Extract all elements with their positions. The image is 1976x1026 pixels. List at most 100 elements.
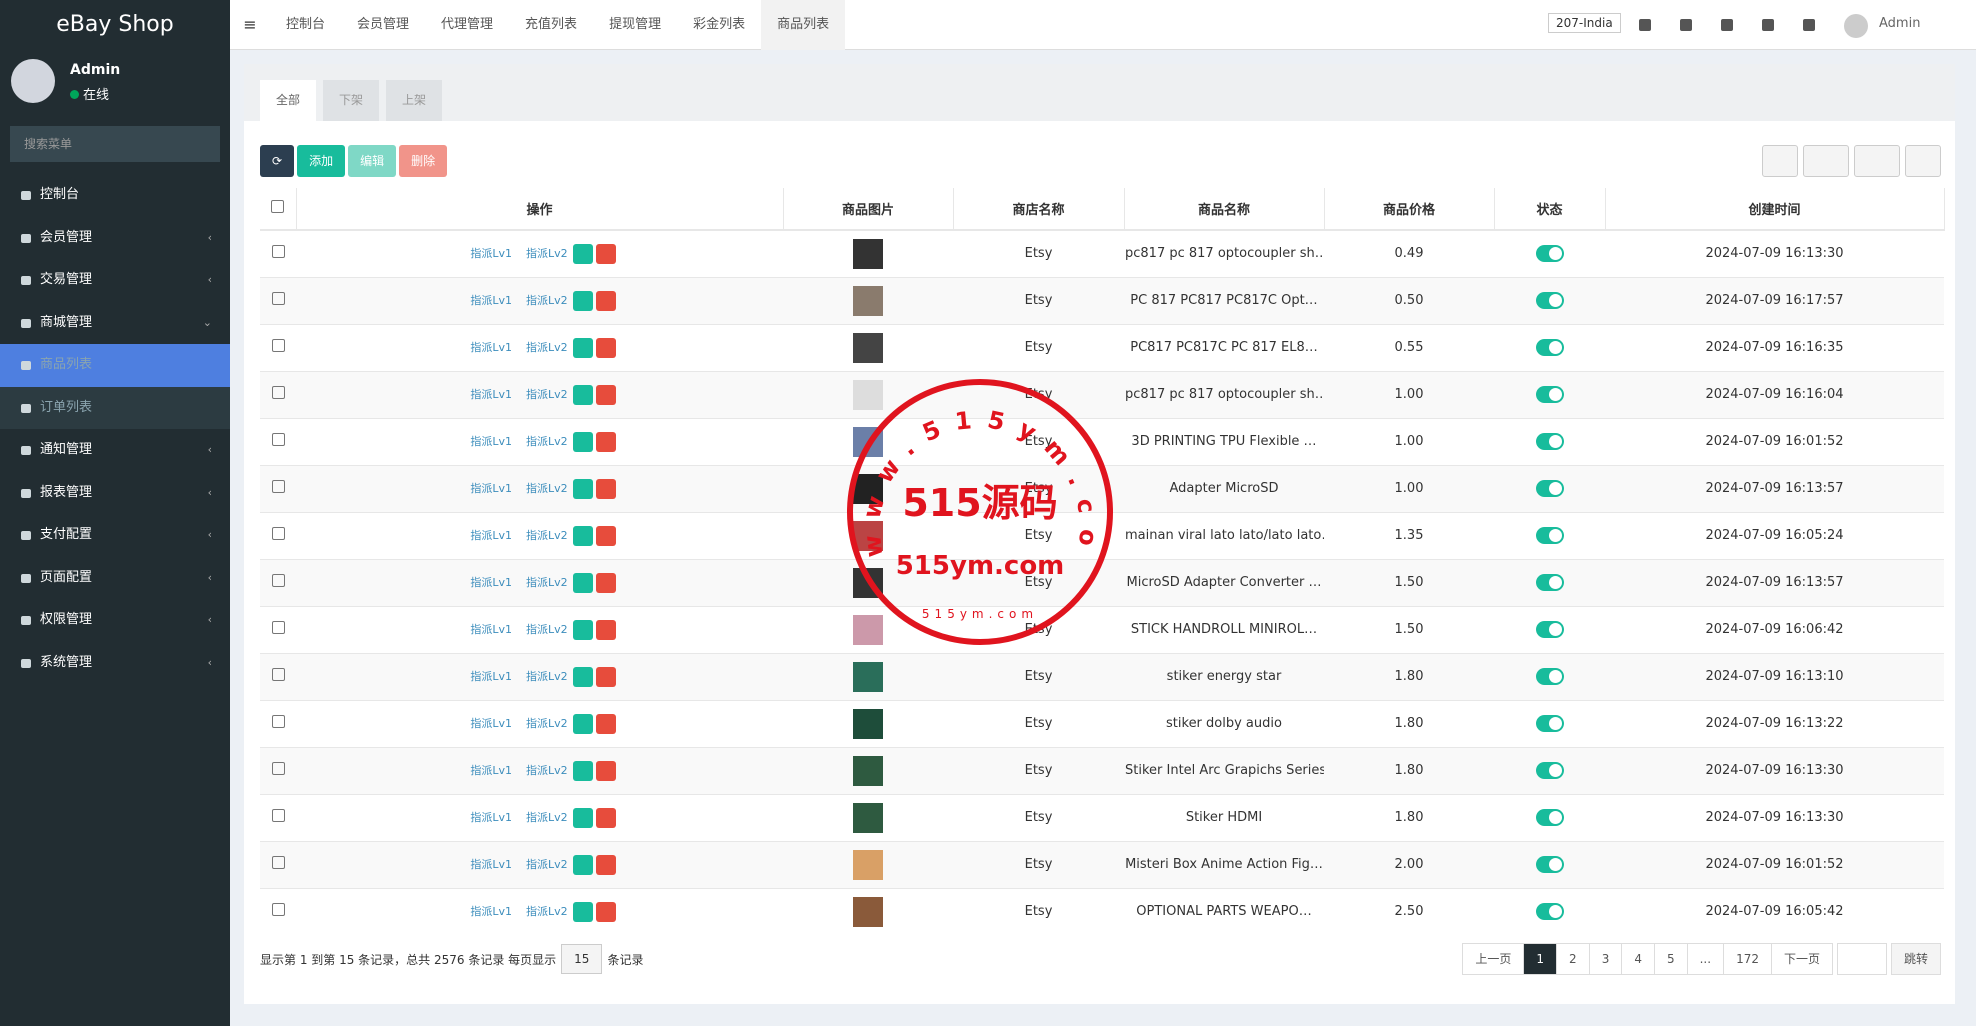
- tab[interactable]: 提现管理: [609, 16, 662, 32]
- icon[interactable]: [1803, 19, 1815, 31]
- icon[interactable]: [1721, 19, 1733, 31]
- delete-button[interactable]: [595, 807, 616, 828]
- action-link[interactable]: 指派Lv1: [470, 858, 512, 871]
- action-link[interactable]: 指派Lv2: [526, 811, 568, 824]
- action-link[interactable]: 指派Lv2: [526, 341, 568, 354]
- action-link[interactable]: 指派Lv2: [526, 529, 568, 542]
- status-switch[interactable]: [1535, 903, 1564, 921]
- action-link[interactable]: 指派Lv1: [470, 388, 512, 401]
- menu-item[interactable]: 商城管理 ⌄: [0, 302, 230, 345]
- search-input[interactable]: 搜索菜单: [10, 126, 220, 162]
- status-switch[interactable]: [1535, 292, 1564, 309]
- row-checkbox[interactable]: [271, 715, 285, 728]
- menu-item[interactable]: 控制台: [0, 174, 230, 217]
- action-link[interactable]: 指派Lv1: [470, 717, 512, 730]
- row-checkbox[interactable]: [271, 668, 285, 681]
- icon[interactable]: [1639, 19, 1651, 31]
- action-link[interactable]: 指派Lv1: [470, 623, 512, 636]
- row-checkbox[interactable]: [271, 292, 285, 305]
- action-link[interactable]: 指派Lv1: [470, 764, 512, 777]
- row-checkbox[interactable]: [271, 245, 285, 259]
- edit-button[interactable]: [572, 666, 593, 687]
- action-link[interactable]: 指派Lv1: [470, 670, 512, 683]
- status-switch[interactable]: [1535, 245, 1564, 263]
- action-link[interactable]: 指派Lv1: [470, 341, 512, 354]
- row-checkbox[interactable]: [271, 480, 285, 493]
- delete-button[interactable]: [595, 666, 616, 687]
- edit-button[interactable]: [572, 290, 593, 311]
- page-size[interactable]: 15: [561, 944, 603, 974]
- action-link[interactable]: 指派Lv2: [526, 905, 568, 919]
- menu-item[interactable]: 商品列表: [0, 344, 230, 387]
- delete-button[interactable]: [595, 572, 616, 593]
- subtab[interactable]: 全部: [260, 80, 316, 121]
- tool[interactable]: [1905, 145, 1941, 177]
- tab[interactable]: 商品列表: [761, 0, 846, 50]
- edit-button[interactable]: [572, 384, 593, 405]
- edit-button[interactable]: [572, 337, 593, 358]
- tab[interactable]: 代理管理: [441, 16, 494, 32]
- page-button[interactable]: 5: [1653, 943, 1688, 975]
- tab[interactable]: 充值列表: [525, 16, 578, 32]
- edit-button[interactable]: [572, 807, 593, 828]
- delete-button[interactable]: [595, 337, 616, 358]
- row-checkbox[interactable]: [271, 621, 285, 634]
- toolbar-button[interactable]: 删除: [399, 145, 448, 177]
- delete-button[interactable]: [595, 854, 616, 875]
- status-switch[interactable]: [1535, 762, 1564, 779]
- action-link[interactable]: 指派Lv2: [526, 435, 568, 448]
- row-checkbox[interactable]: [271, 856, 285, 869]
- delete-button[interactable]: [595, 243, 616, 264]
- jump-button[interactable]: 跳转: [1890, 943, 1941, 975]
- edit-button[interactable]: [572, 854, 593, 875]
- subtab[interactable]: 下架: [323, 80, 379, 121]
- user-name[interactable]: Admin: [1879, 16, 1921, 31]
- delete-button[interactable]: [595, 901, 616, 922]
- menu-item[interactable]: 交易管理 ‹: [0, 259, 230, 302]
- action-link[interactable]: 指派Lv2: [526, 247, 568, 261]
- edit-button[interactable]: [572, 713, 593, 734]
- action-link[interactable]: 指派Lv2: [526, 764, 568, 777]
- page-button[interactable]: 4: [1621, 943, 1655, 975]
- action-link[interactable]: 指派Lv2: [526, 388, 568, 401]
- status-switch[interactable]: [1535, 339, 1564, 356]
- tool[interactable]: [1762, 145, 1798, 177]
- status-switch[interactable]: [1535, 433, 1564, 450]
- delete-button[interactable]: [595, 760, 616, 781]
- page-button[interactable]: 172: [1723, 943, 1772, 975]
- column-header[interactable]: 创建时间: [1605, 188, 1945, 231]
- menu-item[interactable]: 系统管理 ‹: [0, 642, 230, 685]
- menu-item[interactable]: 支付配置 ‹: [0, 514, 230, 557]
- status-switch[interactable]: [1535, 809, 1564, 826]
- action-link[interactable]: 指派Lv1: [470, 294, 512, 307]
- page-button[interactable]: 3: [1588, 943, 1623, 975]
- tab[interactable]: 彩金列表: [693, 16, 746, 32]
- action-link[interactable]: 指派Lv1: [470, 529, 512, 542]
- action-link[interactable]: 指派Lv2: [526, 858, 568, 871]
- delete-button[interactable]: [595, 713, 616, 734]
- page-button[interactable]: 下一页: [1770, 943, 1833, 975]
- icon[interactable]: [1680, 19, 1692, 31]
- refresh-button[interactable]: ⟳: [260, 145, 295, 177]
- menu-item[interactable]: 会员管理 ‹: [0, 217, 230, 260]
- row-checkbox[interactable]: [271, 574, 285, 587]
- icon[interactable]: [1762, 19, 1774, 31]
- status-switch[interactable]: [1535, 621, 1564, 638]
- edit-button[interactable]: [572, 478, 593, 499]
- page-button[interactable]: 1: [1523, 943, 1558, 975]
- menu-item[interactable]: 通知管理 ‹: [0, 429, 230, 472]
- status-switch[interactable]: [1535, 480, 1564, 497]
- action-link[interactable]: 指派Lv2: [526, 576, 568, 589]
- row-checkbox[interactable]: [271, 433, 285, 446]
- toolbar-button[interactable]: 编辑: [348, 145, 397, 177]
- select-all[interactable]: [260, 188, 297, 231]
- menu-item[interactable]: 权限管理 ‹: [0, 599, 230, 642]
- status-switch[interactable]: [1535, 386, 1564, 403]
- action-link[interactable]: 指派Lv2: [526, 670, 568, 683]
- row-checkbox[interactable]: [271, 762, 285, 775]
- delete-button[interactable]: [595, 431, 616, 452]
- page-button[interactable]: 上一页: [1462, 943, 1525, 975]
- page-input[interactable]: [1836, 943, 1887, 975]
- tool[interactable]: [1854, 145, 1900, 177]
- action-link[interactable]: 指派Lv2: [526, 717, 568, 730]
